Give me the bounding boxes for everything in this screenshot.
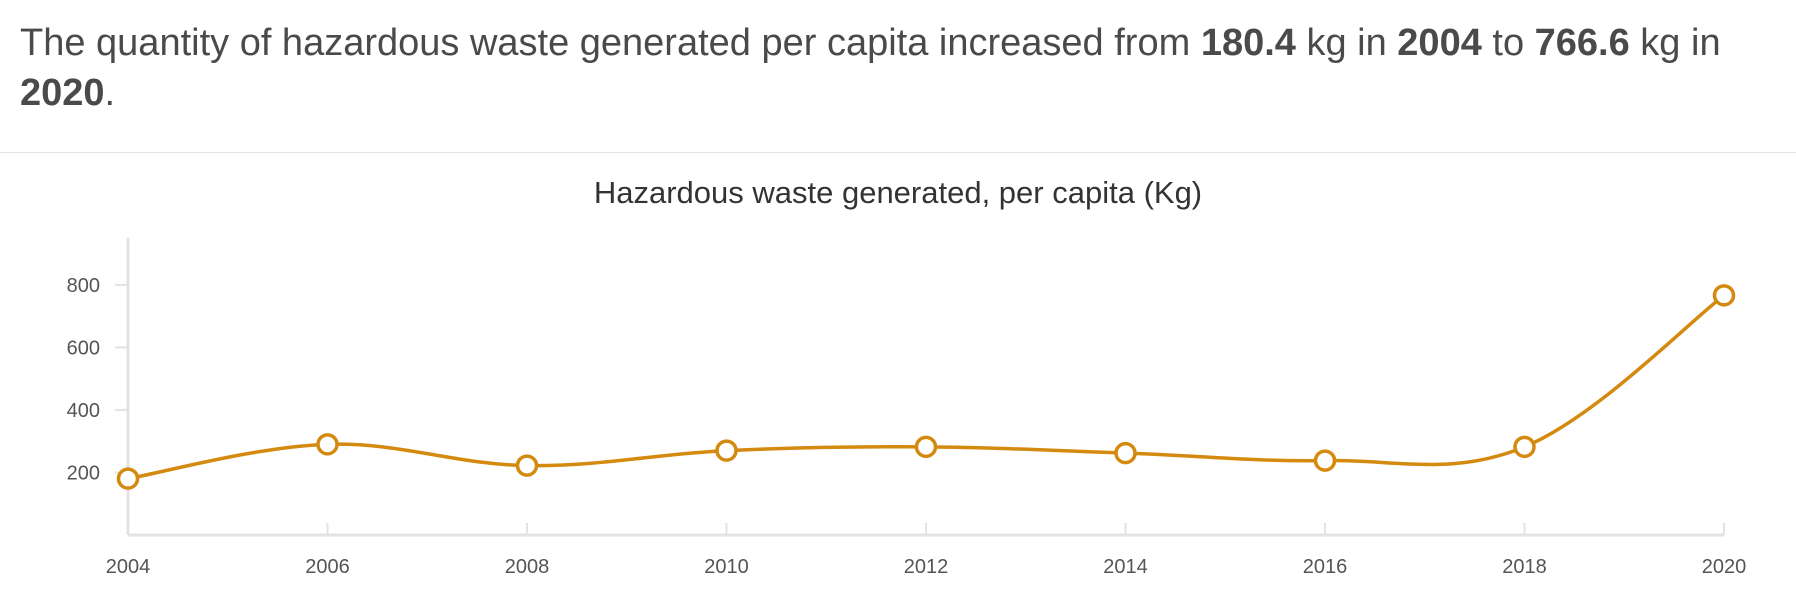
summary-text: The quantity of hazardous waste generate… bbox=[20, 18, 1780, 118]
y-tick-label: 800 bbox=[67, 275, 100, 297]
summary-part-5: . bbox=[104, 72, 116, 114]
y-tick-label: 200 bbox=[67, 462, 100, 484]
data-point[interactable] bbox=[515, 454, 539, 477]
data-point[interactable] bbox=[1313, 449, 1337, 472]
summary-end-year: 2020 bbox=[20, 72, 105, 114]
data-point[interactable] bbox=[1114, 441, 1137, 465]
chart-points bbox=[116, 284, 1736, 490]
data-point[interactable] bbox=[116, 467, 140, 490]
x-tick-label: 2012 bbox=[904, 556, 949, 578]
chart-title: Hazardous waste generated, per capita (K… bbox=[593, 175, 1203, 210]
data-point[interactable] bbox=[715, 439, 738, 462]
data-point[interactable] bbox=[316, 433, 339, 456]
section-divider bbox=[0, 152, 1796, 153]
data-point[interactable] bbox=[914, 435, 938, 459]
summary-start-value: 180.4 bbox=[1200, 22, 1296, 64]
summary-part-3: to bbox=[1481, 22, 1535, 64]
x-axis-ticks: 2004 2006 2008 2010 2012 2014 2016 2018 2020 bbox=[106, 523, 1747, 578]
data-point[interactable] bbox=[1513, 435, 1536, 459]
summary-part-1: The quantity of hazardous waste generate… bbox=[20, 22, 1201, 64]
summary-part-2: kg in bbox=[1295, 22, 1398, 64]
data-point[interactable] bbox=[1712, 284, 1736, 307]
y-axis-ticks: 200 400 600 800 bbox=[67, 275, 128, 484]
x-tick-label: 2016 bbox=[1303, 556, 1348, 578]
x-tick-label: 2004 bbox=[106, 556, 151, 578]
x-tick-label: 2008 bbox=[505, 556, 550, 578]
summary-start-year: 2004 bbox=[1397, 22, 1482, 64]
y-tick-label: 600 bbox=[67, 337, 100, 359]
x-tick-label: 2018 bbox=[1502, 556, 1547, 578]
x-tick-label: 2006 bbox=[305, 556, 350, 578]
chart-axes bbox=[126, 238, 1724, 537]
y-tick-label: 400 bbox=[67, 400, 100, 422]
x-tick-label: 2020 bbox=[1702, 556, 1747, 578]
x-tick-label: 2014 bbox=[1103, 556, 1148, 578]
x-tick-label: 2010 bbox=[704, 556, 749, 578]
summary-part-4: kg in bbox=[1629, 22, 1721, 64]
summary-end-value: 766.6 bbox=[1534, 22, 1630, 64]
